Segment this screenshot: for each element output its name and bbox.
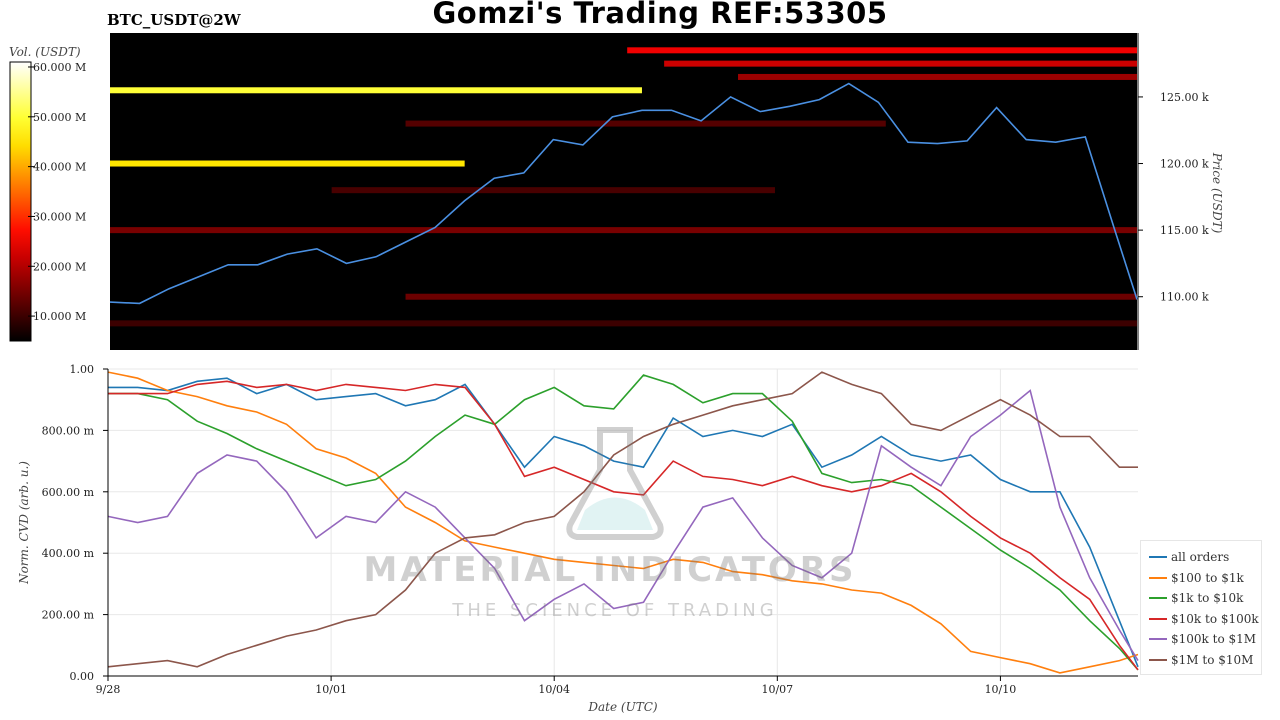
x-tick-label: 9/28 — [96, 683, 121, 696]
legend-swatch — [1149, 576, 1167, 579]
liquidity-level — [331, 187, 775, 194]
price-tick-label: 125.00 k — [1160, 91, 1209, 104]
price-tick-label: 110.00 k — [1160, 291, 1209, 304]
y-tick-label: 0.00 — [70, 670, 95, 683]
heatmap-chart: 110.00 k 115.00 k 120.00 k 125.00 k Price (U… — [9, 33, 1224, 350]
y-axis-label: Norm. CVD (arb. u.) — [17, 461, 31, 585]
series-line — [107, 371, 1138, 668]
legend-swatch — [1149, 617, 1167, 620]
legend-swatch — [1149, 556, 1167, 559]
legend-label: $1M to $10M — [1171, 652, 1254, 667]
legend-label: $100k to $1M — [1171, 632, 1257, 647]
legend-item: $1k to $10k — [1149, 588, 1261, 609]
liquidity-level — [738, 73, 1137, 80]
legend-item: $100k to $1M — [1149, 629, 1261, 650]
colorbar-tick-label: 50.000 M — [33, 111, 86, 124]
legend-swatch — [1149, 658, 1167, 661]
y-tick-label: 600.00 m — [42, 486, 95, 499]
price-axis-label: Price (USDT) — [1210, 152, 1224, 234]
legend-label: $100 to $1k — [1171, 570, 1244, 585]
colorbar-tick-label: 60.000 M — [33, 61, 86, 74]
series-line — [108, 374, 1139, 671]
liquidity-level — [110, 87, 642, 94]
x-tick-label: 10/10 — [985, 683, 1017, 696]
colorbar-tick-label: 20.000 M — [33, 260, 86, 273]
colorbar-label: Vol. (USDT) — [9, 45, 81, 59]
series-line — [108, 377, 1139, 668]
colorbar — [9, 61, 32, 342]
x-axis-label: Date (UTC) — [587, 700, 657, 714]
legend-label: all orders — [1171, 550, 1230, 565]
series-line — [108, 380, 1139, 671]
colorbar-tick-label: 40.000 M — [33, 161, 86, 174]
series-line — [107, 389, 1139, 662]
legend-item: $100 to $1k — [1149, 568, 1261, 589]
y-tick-label: 400.00 m — [42, 547, 95, 560]
series-line — [107, 371, 1139, 674]
legend-item: $10k to $100k — [1149, 609, 1261, 630]
symbol-label: BTC_USDT@2W — [107, 11, 241, 29]
legend-label: $10k to $100k — [1171, 611, 1259, 626]
colorbar-tick-label: 10.000 M — [33, 310, 86, 323]
liquidity-level — [110, 320, 1137, 327]
legend-label: $1k to $10k — [1171, 591, 1244, 606]
liquidity-level — [627, 47, 1137, 54]
legend-swatch — [1149, 638, 1167, 641]
x-tick-label: 10/04 — [538, 683, 570, 696]
liquidity-level — [110, 160, 465, 167]
y-tick-label: 1.00 — [70, 363, 95, 376]
liquidity-level — [664, 60, 1137, 67]
legend-item: $1M to $10M — [1149, 650, 1261, 671]
price-line — [109, 82, 1138, 305]
x-tick-label: 10/07 — [761, 683, 793, 696]
chart-title: Gomzi's Trading REF:53305 — [432, 0, 888, 30]
y-tick-label: 800.00 m — [42, 424, 95, 437]
liquidity-level — [110, 227, 1137, 234]
legend-item: all orders — [1149, 547, 1261, 568]
legend-swatch — [1149, 597, 1167, 600]
liquidity-level — [405, 120, 886, 127]
price-tick-label: 115.00 k — [1160, 224, 1209, 237]
price-tick-label: 120.00 k — [1160, 158, 1209, 171]
liquidity-level — [405, 293, 1138, 300]
y-tick-label: 200.00 m — [42, 609, 95, 622]
cvd-plot-area — [108, 369, 1138, 676]
legend: all orders $100 to $1k $1k to $10k $10k to … — [1140, 540, 1262, 675]
x-tick-label: 10/01 — [315, 683, 347, 696]
colorbar-tick-label: 30.000 M — [33, 210, 86, 223]
